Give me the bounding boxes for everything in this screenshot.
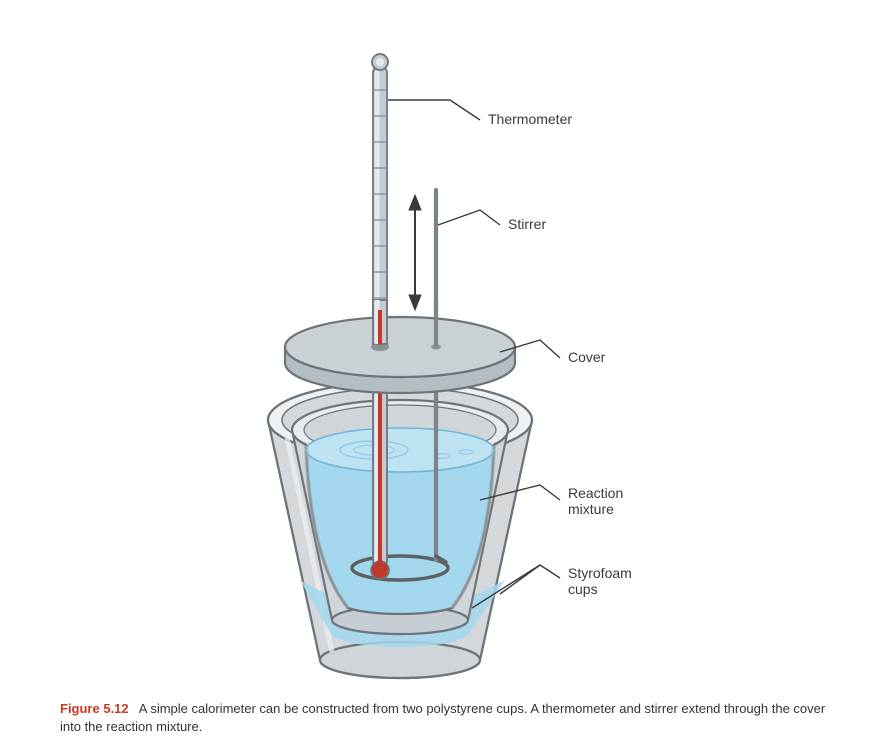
figure-caption: Figure 5.12 A simple calorimeter can be … (60, 700, 830, 735)
label-cover: Cover (568, 349, 606, 365)
label-reaction-mixture: Reaction mixture (568, 485, 627, 517)
cover-lid (285, 300, 515, 393)
stirrer-arrow-icon (409, 195, 421, 310)
calorimeter-diagram: Thermometer Stirrer Cover Reaction mixtu… (0, 0, 888, 700)
label-stirrer: Stirrer (508, 216, 546, 232)
label-styrofoam-cups: Styrofoam cups (568, 565, 636, 597)
figure-number: Figure 5.12 (60, 701, 129, 716)
figure-caption-text: A simple calorimeter can be constructed … (60, 701, 825, 734)
label-thermometer: Thermometer (488, 111, 572, 127)
cutaway (306, 428, 494, 614)
figure-container: Thermometer Stirrer Cover Reaction mixtu… (0, 0, 888, 750)
